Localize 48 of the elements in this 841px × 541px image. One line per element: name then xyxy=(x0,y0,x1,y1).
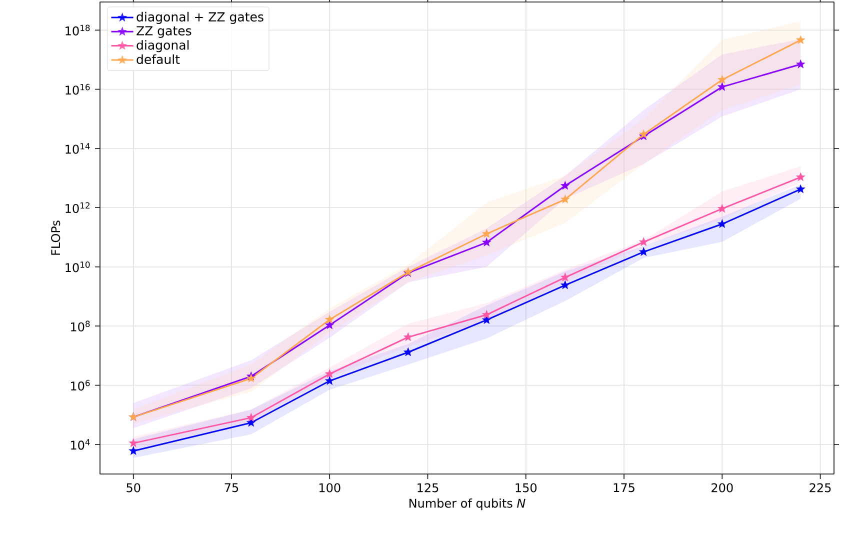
point xyxy=(796,184,806,194)
x-tick-label: 225 xyxy=(810,483,831,492)
y-axis-title: FLOPs xyxy=(51,220,60,255)
y-tick-label: 10$^{8}$ xyxy=(71,320,90,332)
point xyxy=(638,237,648,246)
y-tick-label: 10$^{16}$ xyxy=(66,84,90,95)
y-tick-label: 10$^{12}$ xyxy=(66,202,90,214)
x-tick-label: 200 xyxy=(712,483,733,492)
point xyxy=(324,314,334,324)
x-tick-label: 75 xyxy=(224,483,238,492)
point xyxy=(128,446,138,456)
point xyxy=(128,438,138,448)
y-tick-label: 10$^{4}$ xyxy=(71,439,90,450)
point xyxy=(638,246,648,256)
x-tick-label: 175 xyxy=(614,483,634,492)
point xyxy=(717,219,727,228)
point xyxy=(717,74,727,84)
point xyxy=(560,280,570,290)
point xyxy=(717,204,727,213)
legend-label: diagonal xyxy=(136,40,189,52)
point xyxy=(246,412,256,422)
point xyxy=(482,228,492,238)
legend-label: ZZ gates xyxy=(136,26,192,38)
x-tick-label: 125 xyxy=(418,483,438,492)
x-tick-label: 150 xyxy=(516,483,537,492)
legend-label: default xyxy=(136,54,180,64)
x-tick-label: 50 xyxy=(126,483,140,492)
point xyxy=(796,59,806,68)
point xyxy=(560,194,570,204)
point xyxy=(482,237,492,246)
point xyxy=(560,180,570,190)
point xyxy=(717,82,727,91)
point xyxy=(796,35,806,44)
point xyxy=(324,368,334,378)
point xyxy=(403,332,413,342)
point xyxy=(482,310,492,319)
y-tick-label: 10$^{18}$ xyxy=(66,24,90,36)
y-tick-label: 10$^{14}$ xyxy=(66,143,90,154)
point xyxy=(324,376,334,385)
x-axis-title: Number of qubits N xyxy=(410,498,526,510)
x-tick-label: 100 xyxy=(319,483,340,492)
point xyxy=(324,320,334,330)
legend-label: diagonal + ZZ gates xyxy=(136,12,264,24)
point xyxy=(796,172,806,182)
y-tick-label: 10$^{6}$ xyxy=(71,380,90,391)
point xyxy=(403,347,413,356)
point xyxy=(560,272,570,282)
y-tick-label: 10$^{10}$ xyxy=(66,261,90,272)
